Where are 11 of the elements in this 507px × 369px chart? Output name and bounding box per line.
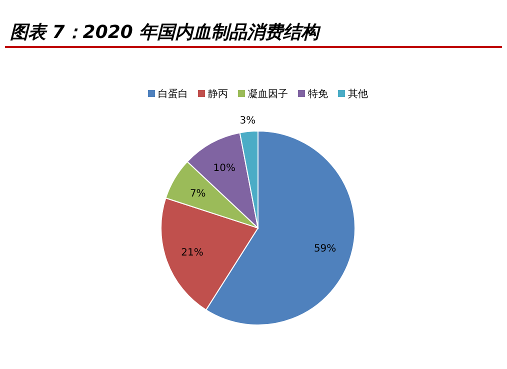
legend-label: 静丙 <box>208 88 228 100</box>
data-label: 7% <box>190 188 206 200</box>
data-label: 21% <box>181 248 204 259</box>
legend-label: 其他 <box>348 88 368 100</box>
legend-label: 凝血因子 <box>248 88 288 100</box>
legend-label: 白蛋白 <box>158 88 188 100</box>
data-label: 3% <box>240 115 256 126</box>
data-label: 59% <box>314 243 336 254</box>
legend-label: 特免 <box>308 88 328 100</box>
data-label: 10% <box>213 162 236 174</box>
chart-title: 图表 7：2020 年国内血制品消费结构 <box>10 22 322 43</box>
